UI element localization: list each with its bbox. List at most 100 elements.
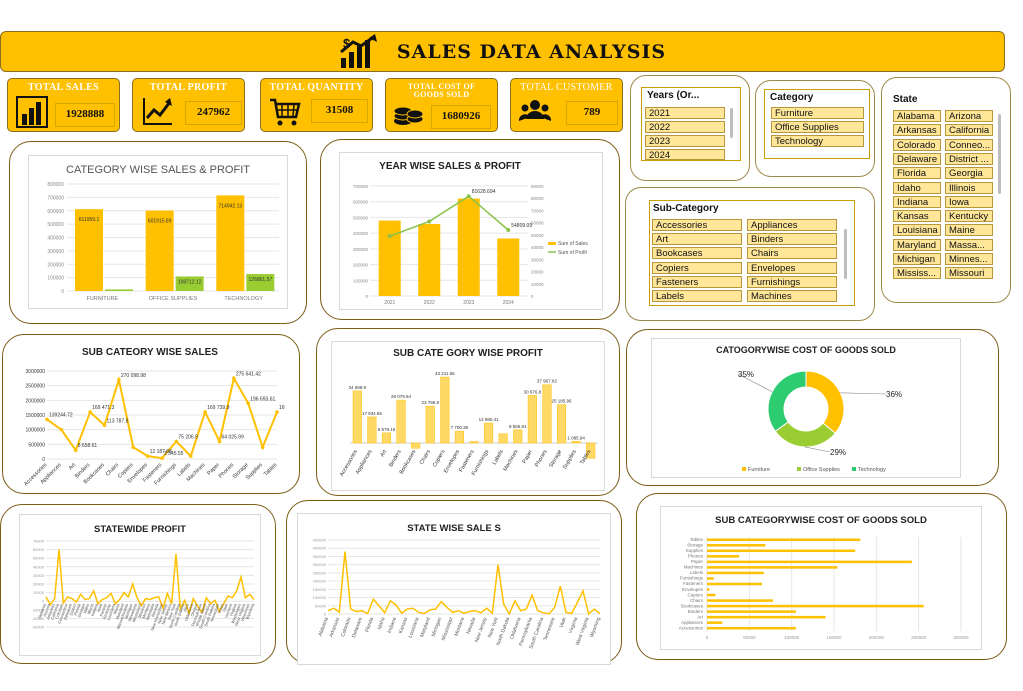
- bar-cogs: [707, 566, 838, 569]
- slicer-item-subcategory[interactable]: Copiers: [652, 261, 742, 274]
- slicer-item-subcategory[interactable]: Art: [652, 233, 742, 246]
- slicer-item-state[interactable]: Arkansas: [893, 124, 941, 137]
- slicer-item-technology[interactable]: Technology: [771, 135, 864, 147]
- x-tick-label: Nebraska: [145, 602, 156, 621]
- slicer-item-state[interactable]: Kentucky: [945, 210, 993, 223]
- slicer-item-2024[interactable]: 2024: [645, 149, 725, 160]
- data-label: 169 739.9: [207, 405, 229, 411]
- bar-profit: [246, 274, 275, 291]
- y2-tick-label: 10000: [531, 282, 544, 287]
- slicer-item-state[interactable]: Idaho: [893, 181, 941, 194]
- slicer-item-furniture[interactable]: Furniture: [771, 107, 864, 119]
- slicer-title: Years (Or...: [647, 90, 700, 101]
- slicer-item-state[interactable]: Illinois: [945, 181, 993, 194]
- y-tick-label: 300000: [47, 249, 64, 255]
- slicer-item-state[interactable]: Mississ...: [893, 267, 941, 280]
- profit-point: [506, 228, 511, 232]
- slicer-item-state[interactable]: District ...: [945, 152, 993, 165]
- slicer-item-2022[interactable]: 2022: [645, 121, 725, 133]
- x-tick-label: FURNITURE: [86, 296, 118, 302]
- kpi-total-quantity: TOTAL QUANTITY 31508: [260, 78, 373, 132]
- slicer-item-subcategory[interactable]: Furnishings: [747, 275, 837, 288]
- kpi-value: 247962: [185, 101, 242, 125]
- slicer-item-state[interactable]: Alabama: [893, 110, 941, 122]
- chart-subcategory-sales: SUB CATEORY WISE SALES 0 500000 1000000 1500…: [15, 339, 304, 489]
- slicer-item-state[interactable]: Iowa: [945, 195, 993, 208]
- data-label: 23 786.8: [421, 400, 439, 405]
- bar-sales: [378, 220, 401, 296]
- chart-state-sales: STATE WISE SALE S 0 50000 100000 150000 20000…: [297, 513, 611, 665]
- bar-cogs: [707, 549, 856, 553]
- x-tick-label: Iowa: [96, 602, 104, 612]
- y-tick-label: 700000: [353, 184, 369, 189]
- y2-tick-label: 20000: [531, 270, 544, 275]
- bar-profit: [556, 404, 567, 444]
- subcategory-cogs-svg: SUB CATEGORYWISE COST OF GOODS SOLD 0 5000…: [679, 515, 969, 640]
- scrollbar[interactable]: [730, 108, 733, 138]
- slicer-item-state[interactable]: Minnes...: [945, 253, 993, 265]
- slicer-item-state[interactable]: Maine: [945, 224, 993, 237]
- slicer-item-2023[interactable]: 2023: [645, 135, 725, 147]
- x-tick-label: New York: [166, 603, 176, 621]
- slicer-item-state[interactable]: California: [945, 124, 993, 137]
- x-tick-label: Binders: [388, 449, 403, 468]
- x-tick-label: 250000: [911, 635, 927, 640]
- y-tick-label: Copiers: [687, 592, 703, 597]
- slicer-item-subcategory[interactable]: Bookcases: [652, 247, 742, 260]
- scrollbar[interactable]: [998, 114, 1001, 194]
- slicer-item-state[interactable]: Florida: [893, 167, 941, 180]
- x-tick-label: 2021: [384, 300, 395, 306]
- kpi-total-profit: TOTAL PROFIT 247962: [132, 78, 245, 132]
- bar-cogs: [707, 604, 924, 608]
- slicer-item-state[interactable]: Arizona: [945, 110, 993, 122]
- slicer-item-subcategory[interactable]: Fasteners: [652, 275, 742, 288]
- bar-profit: [527, 395, 537, 444]
- slicer-item-state[interactable]: Georgia: [945, 167, 993, 180]
- slicer-item-subcategory[interactable]: Labels: [652, 290, 742, 302]
- y-tick-label: 300000: [313, 562, 327, 567]
- slicer-item-subcategory[interactable]: Binders: [747, 233, 837, 246]
- y-tick-label: Supplies: [686, 548, 704, 553]
- x-tick-label: Colorado: [54, 602, 65, 620]
- state-profit-svg: STATEWIDE PROFIT -30000 -20000 -10000 0 10000…: [32, 524, 255, 631]
- y-tick-label: 250000: [313, 570, 327, 575]
- x-tick-label: Paper: [522, 449, 535, 465]
- slicer-item-2021[interactable]: 2021: [645, 107, 725, 119]
- slicer-item-state[interactable]: Conneo...: [945, 138, 993, 151]
- slicer-item-office-supplies[interactable]: Office Supplies: [771, 121, 864, 133]
- data-point: [160, 456, 164, 460]
- slicer-item-state[interactable]: Missouri: [945, 267, 993, 280]
- x-tick-label: Alabama: [37, 602, 47, 619]
- slicer-item-state[interactable]: Indiana: [893, 195, 941, 208]
- y-tick-label: 300000: [353, 247, 369, 252]
- y-tick-label: 40000: [33, 564, 45, 569]
- slicer-item-subcategory[interactable]: Machines: [747, 290, 837, 302]
- chart-title: SUB CATE GORY WISE PROFIT: [393, 348, 543, 359]
- scrollbar[interactable]: [844, 229, 847, 279]
- slicer-item-state[interactable]: Maryland: [893, 238, 941, 251]
- slicer-item-state[interactable]: Louisiana: [893, 224, 941, 237]
- data-label: 8 658.61: [78, 443, 98, 449]
- y-tick-label: 0: [365, 294, 368, 299]
- slicer-item-state[interactable]: Massa...: [945, 238, 993, 251]
- y-tick-label: 400000: [47, 236, 64, 242]
- slicer-item-state[interactable]: Michigan: [893, 253, 941, 265]
- slicer-item-state[interactable]: Delaware: [893, 152, 941, 165]
- y-tick-label: 150000: [313, 587, 327, 592]
- slicer-item-subcategory[interactable]: Chairs: [747, 247, 837, 260]
- data-point: [145, 454, 150, 458]
- x-tick-label: Missouri: [137, 603, 147, 619]
- y-tick-label: 700000: [47, 195, 64, 201]
- slicer-item-subcategory[interactable]: Envelopes: [747, 261, 837, 274]
- bar-cogs: [707, 544, 766, 547]
- panel-category-sales-profit: CATEGORY WISE SALES & PROFIT 0 100000 20000…: [9, 141, 307, 324]
- slicer-item-state[interactable]: Kansas: [893, 210, 941, 223]
- x-tick-label: Maine: [112, 602, 121, 615]
- bar-cogs: [707, 599, 774, 602]
- slicer-item-state[interactable]: Colorado: [893, 138, 941, 151]
- y-tick-label: Appliances: [681, 620, 704, 625]
- y-tick-label: 500000: [47, 222, 64, 228]
- slicer-item-subcategory[interactable]: Appliances: [747, 219, 837, 231]
- leader-line: [737, 373, 773, 393]
- slicer-item-subcategory[interactable]: Accessories: [652, 219, 742, 231]
